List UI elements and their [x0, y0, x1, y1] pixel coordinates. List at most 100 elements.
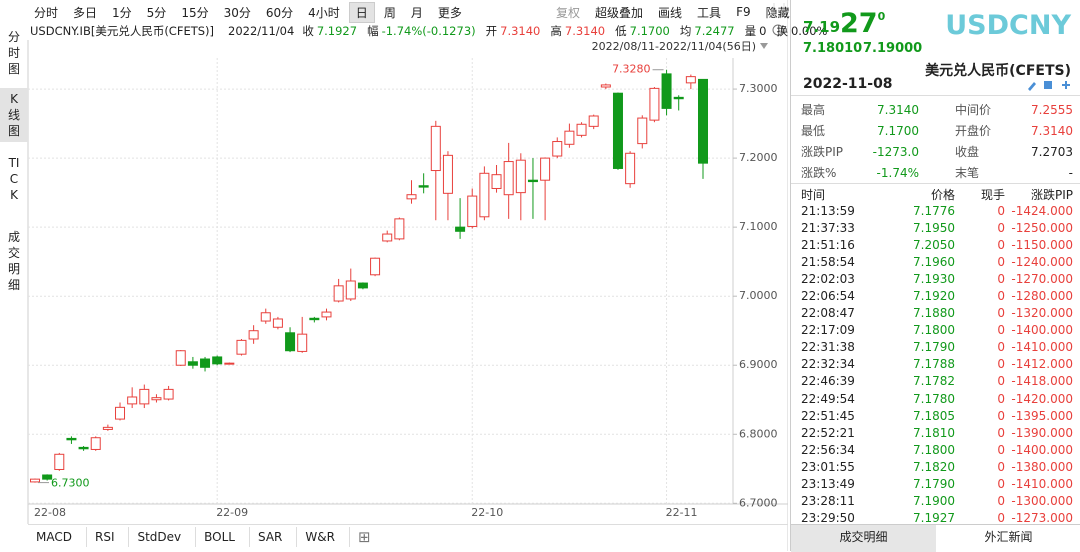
side-tab[interactable]: 成交明细	[0, 226, 28, 296]
tool-button[interactable]: 超级叠加	[595, 5, 644, 20]
candle-body	[309, 317, 320, 321]
info-line: USDCNY.IB[美元兑人民币(CFETS)] 2022/11/04 收 7.1…	[30, 22, 838, 39]
tick-cell: 7.1788	[913, 357, 955, 372]
period-button[interactable]: 15分	[181, 5, 209, 20]
symbol: USDCNY.IB[美元兑人民币(CFETS)]	[30, 23, 215, 38]
candle-body	[42, 474, 53, 480]
add-icon[interactable]	[1062, 81, 1070, 89]
tick-cell: 22:08:47	[801, 306, 855, 321]
tick-cell: 0	[997, 494, 1005, 509]
tick-cell: 22:31:38	[801, 340, 855, 355]
period-button[interactable]: 4小时	[308, 5, 340, 20]
candle-body	[66, 437, 77, 441]
side-tab[interactable]: TICK	[0, 152, 28, 206]
panel-tabs: 成交明细 外汇新闻	[791, 524, 1080, 552]
tick-cell: 7.1820	[913, 459, 955, 474]
stat-value: -1.74%	[876, 165, 919, 180]
candle-body	[297, 333, 308, 352]
tick-cell: -1250.000	[1011, 220, 1073, 235]
period-button[interactable]: 周	[383, 5, 396, 20]
indicator-tab[interactable]: BOLL	[196, 527, 250, 547]
tick-cell: 0	[997, 357, 1005, 372]
settings-icon[interactable]	[772, 24, 784, 36]
period-button[interactable]: 日	[348, 1, 375, 23]
edit-icon[interactable]	[1028, 82, 1036, 91]
name: 美元兑人民币(CFETS)	[925, 63, 1071, 79]
period-button[interactable]: 1分	[112, 5, 132, 20]
tool-button[interactable]: F9	[736, 5, 751, 19]
candle-body	[54, 453, 65, 470]
add-indicator[interactable]: ⊞	[357, 528, 371, 546]
tick-row: 21:51:16 7.2050 0 -1150.000	[801, 236, 1073, 253]
period-button[interactable]: 多日	[73, 5, 98, 20]
tick-cell: 0	[997, 220, 1005, 235]
tick-cell: -1280.000	[1011, 289, 1073, 304]
candle-body	[442, 154, 453, 194]
period-button[interactable]: 月	[410, 5, 423, 20]
tool-button[interactable]: 隐藏	[765, 5, 790, 20]
candle-body	[552, 141, 563, 157]
ask: 7.19000	[863, 41, 923, 56]
stats-row: 最低 7.1700 开盘价 7.3140	[801, 120, 1073, 141]
tick-cell: -1320.000	[1011, 306, 1073, 321]
tick-row: 22:52:21 7.1810 0 -1390.000	[801, 424, 1073, 441]
column-header: 涨跌PIP	[1030, 188, 1073, 202]
candle-body	[163, 388, 174, 400]
side-tab[interactable]: 分时图	[0, 26, 28, 80]
tick-cell: 7.1780	[913, 391, 955, 406]
range-dropdown[interactable]	[760, 43, 768, 49]
field-label: 换	[776, 23, 788, 38]
y-tick-label: 7.1000	[739, 220, 778, 233]
tick-cell: 23:28:11	[801, 494, 855, 509]
tool-button[interactable]: 工具	[697, 5, 722, 20]
candle-body	[661, 73, 672, 109]
price-main: 7.19	[803, 18, 841, 36]
y-tick-label: 7.3000	[739, 82, 778, 95]
period-button[interactable]: 分时	[34, 5, 59, 20]
tick-cell: 7.1927	[913, 511, 955, 526]
candle-body	[200, 358, 211, 368]
candle-body	[357, 282, 368, 289]
candle-body	[540, 157, 551, 181]
indicator-tab[interactable]: RSI	[87, 527, 130, 547]
candle-body	[102, 426, 113, 430]
field-label: 高	[550, 23, 562, 38]
stat-label: 最低	[801, 124, 826, 138]
tool-button[interactable]: 画线	[658, 5, 683, 20]
indicator-tab[interactable]: W&R	[297, 527, 350, 547]
tick-row: 21:58:54 7.1960 0 -1240.000	[801, 253, 1073, 270]
tick-cell: 23:01:55	[801, 459, 855, 474]
period-button[interactable]: 60分	[265, 5, 294, 20]
y-tick-label: 7.0000	[739, 289, 778, 302]
tick-cell: -1400.000	[1011, 442, 1073, 457]
candle-body	[515, 159, 526, 194]
tick-row: 22:17:09 7.1800 0 -1400.000	[801, 322, 1073, 339]
tick-row: 22:49:54 7.1780 0 -1420.000	[801, 390, 1073, 407]
period-button[interactable]: 30分	[223, 5, 251, 20]
tool-button[interactable]: 复权	[556, 5, 581, 20]
y-tick-label: 6.8000	[739, 427, 778, 440]
period-button[interactable]: 5分	[146, 5, 167, 20]
indicator-tab[interactable]: MACD	[28, 527, 87, 547]
field-label: 收	[302, 23, 314, 38]
side-tab[interactable]: K线图	[0, 88, 28, 142]
indicator-tab[interactable]: SAR	[250, 527, 298, 547]
candle-body	[115, 406, 126, 420]
side-tabs: 分时图 K线图 TICK 成交明细	[0, 0, 28, 551]
candle-body	[345, 280, 356, 300]
panel-tab[interactable]: 外汇新闻	[984, 530, 1033, 544]
tick-header: 时间 价格 现手 涨跌PIP	[801, 186, 1073, 203]
tick-row: 22:51:45 7.1805 0 -1395.000	[801, 407, 1073, 424]
period-button[interactable]: 更多	[437, 5, 462, 20]
tick-cell: 7.1920	[913, 289, 955, 304]
field-value: 0	[759, 23, 767, 38]
save-icon[interactable]	[1044, 81, 1052, 89]
field-value: 7.3140	[500, 23, 541, 38]
panel-tab[interactable]: 成交明细	[791, 525, 936, 552]
tick-cell: -1410.000	[1011, 340, 1073, 355]
candle-body	[406, 194, 417, 200]
field-value: 7.2477	[694, 23, 735, 38]
candle-body	[30, 478, 40, 483]
indicator-tab[interactable]: StdDev	[129, 527, 197, 547]
stat-value: 7.2703	[1031, 144, 1073, 159]
